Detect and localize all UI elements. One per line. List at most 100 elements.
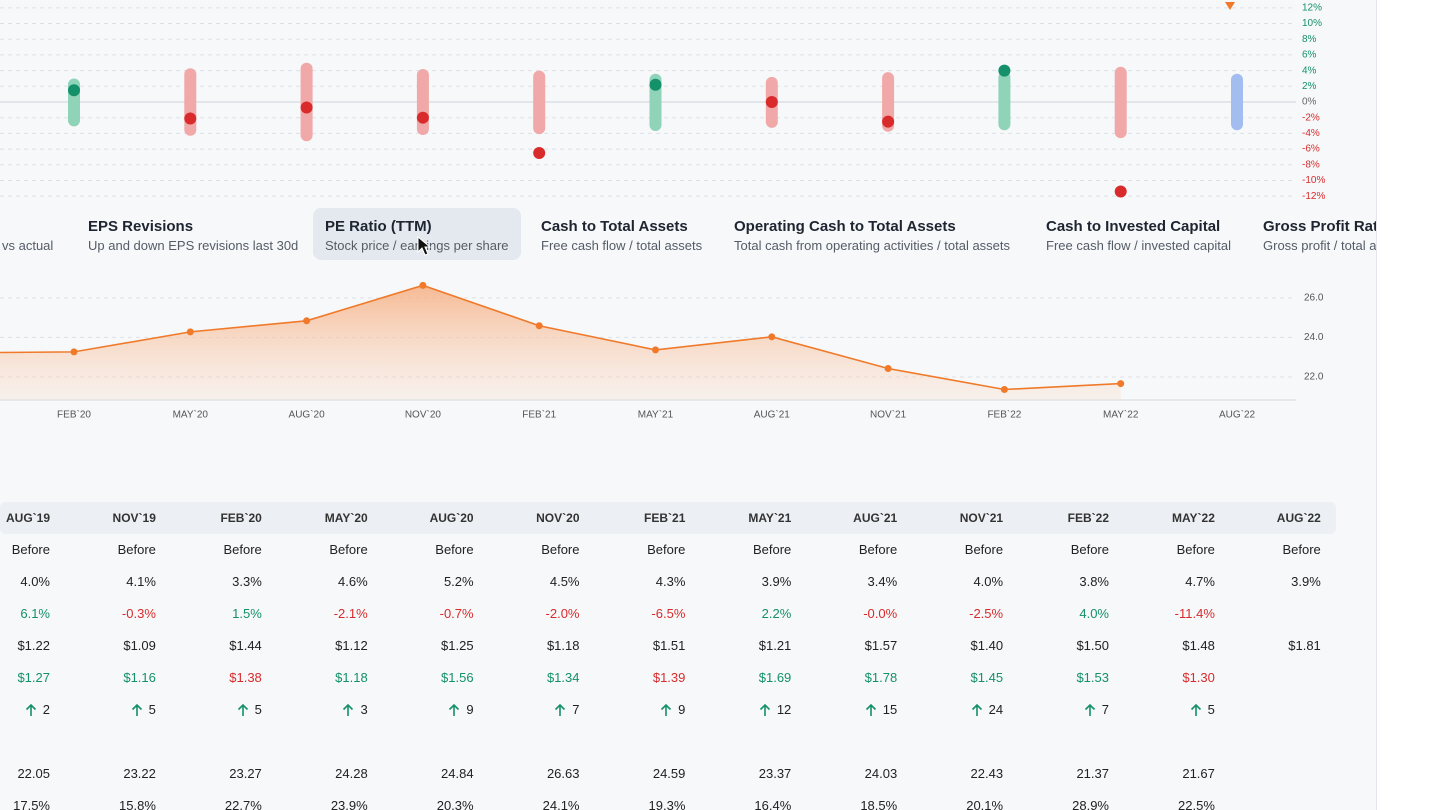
dot bbox=[998, 64, 1011, 77]
table-cell: 24.59 bbox=[652, 766, 686, 781]
point bbox=[652, 346, 659, 354]
range-bar bbox=[1231, 73, 1243, 131]
column-header: MAY`20 bbox=[324, 511, 368, 525]
table-cell: -11.4% bbox=[1174, 606, 1215, 621]
tab-title: Cash to Invested Capital bbox=[1046, 218, 1221, 235]
x-tick-label: NOV`21 bbox=[870, 409, 907, 421]
table-cell: 17.5% bbox=[13, 798, 50, 810]
table-cell: $1.57 bbox=[864, 638, 898, 653]
table-cell: 24.1% bbox=[542, 798, 580, 810]
table-cell: $1.25 bbox=[441, 638, 474, 653]
tab: Operating Cash to Total Assets Total cash… bbox=[722, 208, 1022, 260]
point bbox=[535, 322, 543, 330]
y-tick-label: -6% bbox=[1302, 144, 1320, 155]
table-header-bg bbox=[0, 502, 1336, 534]
table-cell: $1.18 bbox=[335, 670, 368, 685]
tab-title: PE Ratio (TTM) bbox=[325, 218, 432, 235]
data-table: AUG`19 NOV`19 FEB`20 MAY`20 AUG`20 NOV`20 FEB`… bbox=[0, 502, 1376, 810]
x-tick-label: AUG`20 bbox=[289, 409, 326, 421]
side-panel bbox=[1376, 0, 1440, 810]
tab[interactable]: PE Ratio (TTM) Stock price / earnings per… bbox=[313, 208, 521, 260]
column-header: AUG`21 bbox=[853, 511, 898, 525]
metric-tabs: vs actual EPS Revisions Up and down EPS re… bbox=[0, 208, 1376, 260]
table-cell: $1.50 bbox=[1076, 638, 1109, 653]
table-cell: 28.9% bbox=[1072, 798, 1109, 810]
x-tick-label: FEB`22 bbox=[987, 409, 1021, 421]
column-header: AUG`19 bbox=[5, 511, 50, 525]
table-cell: $1.45 bbox=[970, 670, 1004, 685]
table-cell: 22.43 bbox=[970, 766, 1004, 781]
up-arrow bbox=[449, 703, 460, 716]
table-cell: 7 bbox=[572, 702, 580, 717]
tab: Cash to Invested Capital Free cash flow /… bbox=[1034, 208, 1243, 260]
up-arrow bbox=[1084, 703, 1095, 716]
tab-subtitle: Free cash flow / total assets bbox=[541, 238, 703, 253]
table-cell: Before bbox=[752, 542, 792, 557]
point bbox=[884, 365, 892, 373]
cursor bbox=[417, 236, 432, 256]
y-tick-label: 2% bbox=[1302, 81, 1317, 92]
table-cell: Before bbox=[223, 542, 262, 557]
table-cell: 22.7% bbox=[224, 798, 262, 810]
dot bbox=[765, 96, 778, 108]
x-tick-label: FEB`20 bbox=[57, 409, 91, 421]
table-cell: 5 bbox=[1207, 702, 1215, 717]
table-cell: Before bbox=[1070, 542, 1109, 557]
table-cell: 23.22 bbox=[123, 766, 156, 781]
up-arrow bbox=[555, 703, 566, 716]
table-cell: 22.5% bbox=[1178, 798, 1215, 810]
table-cell: -2.0% bbox=[545, 606, 580, 621]
table-cell: 21.67 bbox=[1182, 766, 1215, 781]
y-tick-label: 22.0 bbox=[1304, 372, 1324, 383]
table-cell: $1.21 bbox=[758, 638, 792, 653]
table-cell: 23.9% bbox=[330, 798, 368, 810]
table-cell: 15.8% bbox=[119, 798, 156, 810]
tab-title: Cash to Total Assets bbox=[541, 218, 688, 235]
dot bbox=[68, 84, 80, 97]
range-bar bbox=[416, 69, 429, 135]
table-cell: 4.0% bbox=[973, 574, 1004, 589]
tab-title: EPS Revisions bbox=[88, 218, 194, 235]
x-tick-label: AUG`22 bbox=[1219, 409, 1256, 421]
table-cell: Before bbox=[435, 542, 474, 557]
dot bbox=[300, 101, 313, 114]
table-cell: -6.5% bbox=[651, 606, 686, 621]
table-cell: $1.38 bbox=[229, 670, 262, 685]
tab-title bbox=[2, 218, 53, 236]
x-tick-label: MAY`20 bbox=[173, 409, 209, 421]
table-cell: 4.1% bbox=[126, 574, 156, 589]
current-marker bbox=[1225, 2, 1235, 10]
table-cell: 4.0% bbox=[20, 574, 50, 589]
table-cell: $1.39 bbox=[652, 670, 686, 685]
table-cell: $1.18 bbox=[546, 638, 580, 653]
tab-subtitle: Free cash flow / invested capital bbox=[1046, 238, 1231, 253]
range-bar bbox=[998, 71, 1011, 131]
column-header: NOV`21 bbox=[959, 511, 1004, 525]
table-cell: 3 bbox=[360, 702, 368, 717]
dot bbox=[882, 115, 895, 128]
table-cell: Before bbox=[329, 542, 368, 557]
dot bbox=[1114, 185, 1127, 198]
table-cell: Before bbox=[117, 542, 156, 557]
point bbox=[303, 317, 311, 325]
table-cell: 24.84 bbox=[441, 766, 474, 781]
table-cell: 21.37 bbox=[1076, 766, 1109, 781]
table-cell: 24 bbox=[988, 702, 1004, 717]
range-bar bbox=[1114, 66, 1127, 139]
tab: Gross Profit Ratio Gross profit / total a… bbox=[1251, 208, 1376, 260]
tab-title: Gross Profit Ratio bbox=[1263, 218, 1376, 235]
y-tick-label: -12% bbox=[1302, 191, 1325, 202]
column-header: NOV`20 bbox=[536, 511, 580, 525]
table-cell: 1.5% bbox=[232, 606, 262, 621]
column-header: FEB`21 bbox=[644, 511, 686, 525]
up-arrow bbox=[343, 703, 354, 716]
dot bbox=[184, 112, 197, 125]
up-arrow bbox=[759, 703, 770, 716]
table-cell: 4.5% bbox=[549, 574, 580, 589]
y-tick-label: 12% bbox=[1302, 2, 1322, 13]
table-cell: 24.03 bbox=[864, 766, 898, 781]
table-cell: 18.5% bbox=[860, 798, 898, 810]
table-cell: Before bbox=[858, 542, 898, 557]
table-cell: -2.5% bbox=[969, 606, 1004, 621]
